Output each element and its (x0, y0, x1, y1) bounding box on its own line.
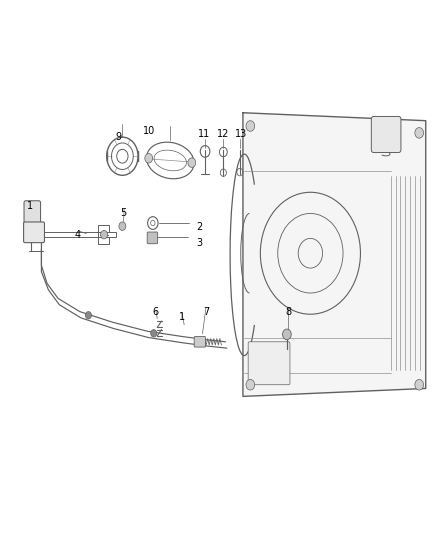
Text: 1: 1 (179, 312, 185, 322)
Text: 3: 3 (196, 238, 202, 248)
Text: 2: 2 (196, 222, 202, 232)
Circle shape (415, 127, 424, 138)
Text: 12: 12 (217, 129, 230, 139)
Circle shape (101, 230, 108, 239)
Text: 4: 4 (74, 230, 81, 240)
Circle shape (198, 338, 205, 345)
Circle shape (188, 158, 196, 167)
FancyBboxPatch shape (248, 342, 290, 385)
FancyBboxPatch shape (147, 232, 158, 244)
Circle shape (283, 329, 291, 340)
Circle shape (119, 222, 126, 230)
Circle shape (246, 379, 254, 390)
FancyBboxPatch shape (194, 336, 205, 347)
Text: 6: 6 (153, 306, 159, 317)
Text: 10: 10 (143, 126, 155, 136)
Circle shape (151, 329, 157, 337)
Text: 11: 11 (198, 129, 210, 139)
FancyBboxPatch shape (24, 201, 41, 227)
FancyBboxPatch shape (24, 222, 45, 243)
Circle shape (151, 220, 155, 225)
Text: 7: 7 (203, 306, 209, 317)
Text: 1: 1 (27, 200, 33, 211)
Circle shape (246, 120, 254, 131)
Circle shape (145, 154, 152, 163)
Text: 8: 8 (286, 306, 292, 317)
Text: 13: 13 (235, 129, 247, 139)
Polygon shape (243, 113, 426, 397)
Text: 5: 5 (120, 208, 127, 219)
Text: 9: 9 (116, 132, 122, 142)
Circle shape (85, 312, 92, 319)
Circle shape (415, 379, 424, 390)
FancyBboxPatch shape (371, 116, 401, 152)
